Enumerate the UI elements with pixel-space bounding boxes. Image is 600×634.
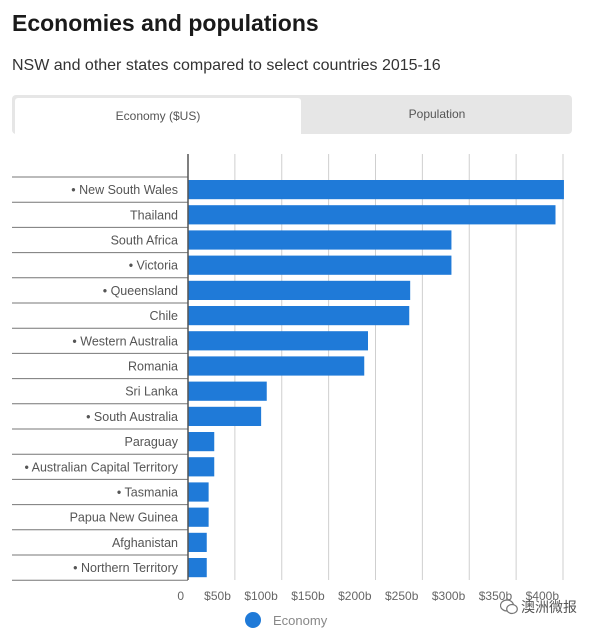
x-tick-label: $250b — [385, 589, 419, 603]
bar — [188, 280, 411, 300]
bar — [188, 507, 209, 527]
wechat-icon — [500, 599, 518, 615]
bar — [188, 532, 207, 552]
bar — [188, 381, 267, 401]
category-label: Chile — [150, 309, 179, 323]
category-label: Paraguay — [124, 435, 178, 449]
x-tick-label: $150b — [291, 589, 325, 603]
bar — [188, 306, 410, 326]
x-tick-label: 0 — [177, 589, 184, 603]
x-tick-label: $400b — [526, 589, 560, 603]
bar — [188, 205, 556, 225]
category-label: • Western Australia — [72, 334, 178, 348]
bar — [188, 558, 207, 578]
legend-swatch — [245, 612, 261, 628]
category-label: • Australian Capital Territory — [24, 460, 178, 474]
x-tick-label: $350b — [479, 589, 513, 603]
bar — [188, 331, 368, 351]
category-label: • New South Wales — [71, 183, 178, 197]
category-label: • Tasmania — [117, 486, 178, 500]
chart-legend[interactable]: Economy — [245, 612, 327, 628]
chart-title: Economies and populations — [12, 10, 319, 36]
x-tick-label: $200b — [338, 589, 372, 603]
category-label: Thailand — [130, 208, 178, 222]
legend-label: Economy — [273, 612, 328, 628]
category-label: Afghanistan — [112, 536, 178, 550]
category-label: Papua New Guinea — [70, 511, 178, 525]
x-tick-label: $50b — [204, 589, 231, 603]
bar — [188, 180, 564, 200]
category-label: • South Australia — [86, 410, 178, 424]
bar — [188, 406, 262, 426]
bar-chart: • New South Wales Thailand South Africa • V… — [12, 154, 564, 603]
chart-subtitle: NSW and other states compared to select … — [12, 57, 441, 74]
tab-economy[interactable]: Economy ($US) — [15, 98, 301, 134]
bar — [188, 356, 365, 376]
bar — [188, 255, 452, 275]
watermark: 澳洲微报 — [500, 597, 577, 617]
tab-population[interactable]: Population — [408, 107, 466, 121]
category-label: Sri Lanka — [125, 385, 178, 399]
watermark-text: 澳洲微报 — [521, 599, 577, 615]
x-tick-label: $100b — [244, 589, 278, 603]
category-label: • Northern Territory — [73, 561, 179, 575]
tab-bar: Economy ($US) Population — [12, 95, 572, 134]
category-label: Romania — [128, 360, 178, 374]
bar — [188, 482, 209, 502]
bar — [188, 457, 215, 477]
category-label: • Victoria — [129, 259, 178, 273]
category-label: • Queensland — [103, 284, 178, 298]
bar — [188, 230, 452, 250]
category-label: South Africa — [111, 234, 178, 248]
x-tick-label: $300b — [432, 589, 466, 603]
bar — [188, 432, 215, 452]
